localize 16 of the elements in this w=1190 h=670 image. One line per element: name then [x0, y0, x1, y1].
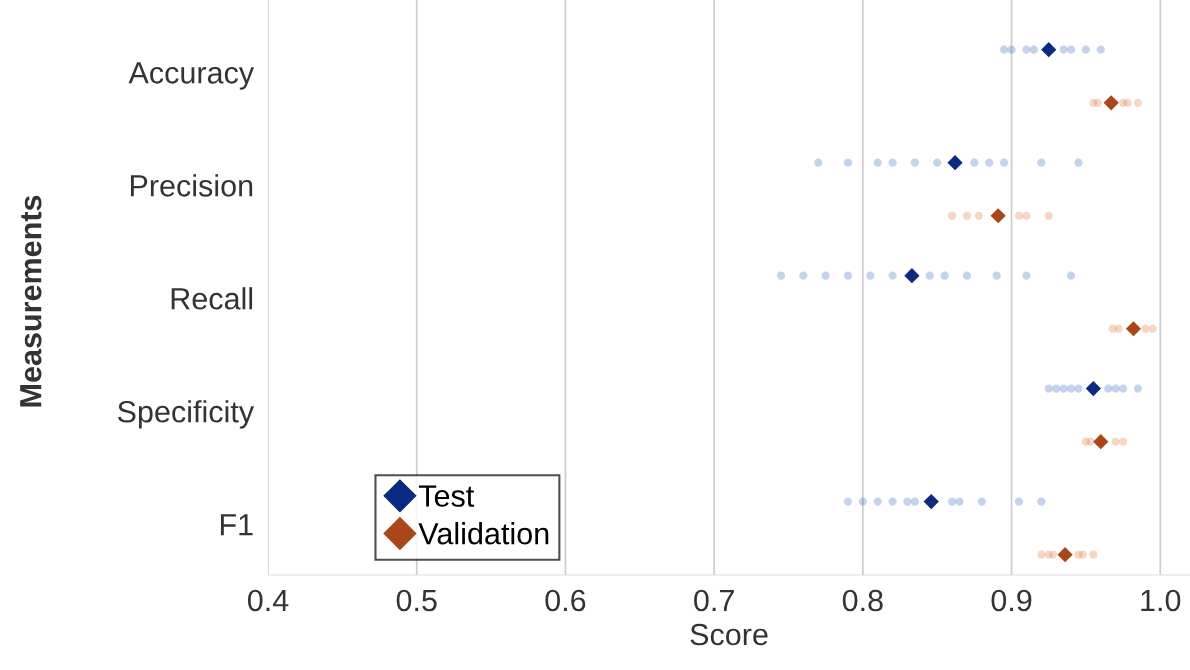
x-tick-label: 1.0 [1141, 589, 1181, 612]
x-tick-label: 0.4 [247, 589, 289, 612]
x-axis-title: Score [690, 623, 768, 646]
y-tick-label: Recall [171, 287, 253, 310]
x-tick-label: 0.5 [396, 589, 437, 612]
x-tick-label: 0.7 [694, 589, 734, 612]
legend-label: Validation [418, 522, 549, 545]
y-tick-label: Precision [130, 174, 253, 197]
y-tick-label: Specificity [117, 400, 255, 429]
x-tick-label: 0.6 [545, 589, 586, 612]
legend-label: Test [418, 485, 475, 507]
y-tick-label: F1 [220, 514, 253, 536]
y-axis-title: Measurements [20, 195, 42, 407]
y-tick-label: Accuracy [128, 62, 255, 90]
x-tick-label: 0.8 [842, 589, 883, 612]
x-tick-label: 0.9 [991, 589, 1032, 612]
